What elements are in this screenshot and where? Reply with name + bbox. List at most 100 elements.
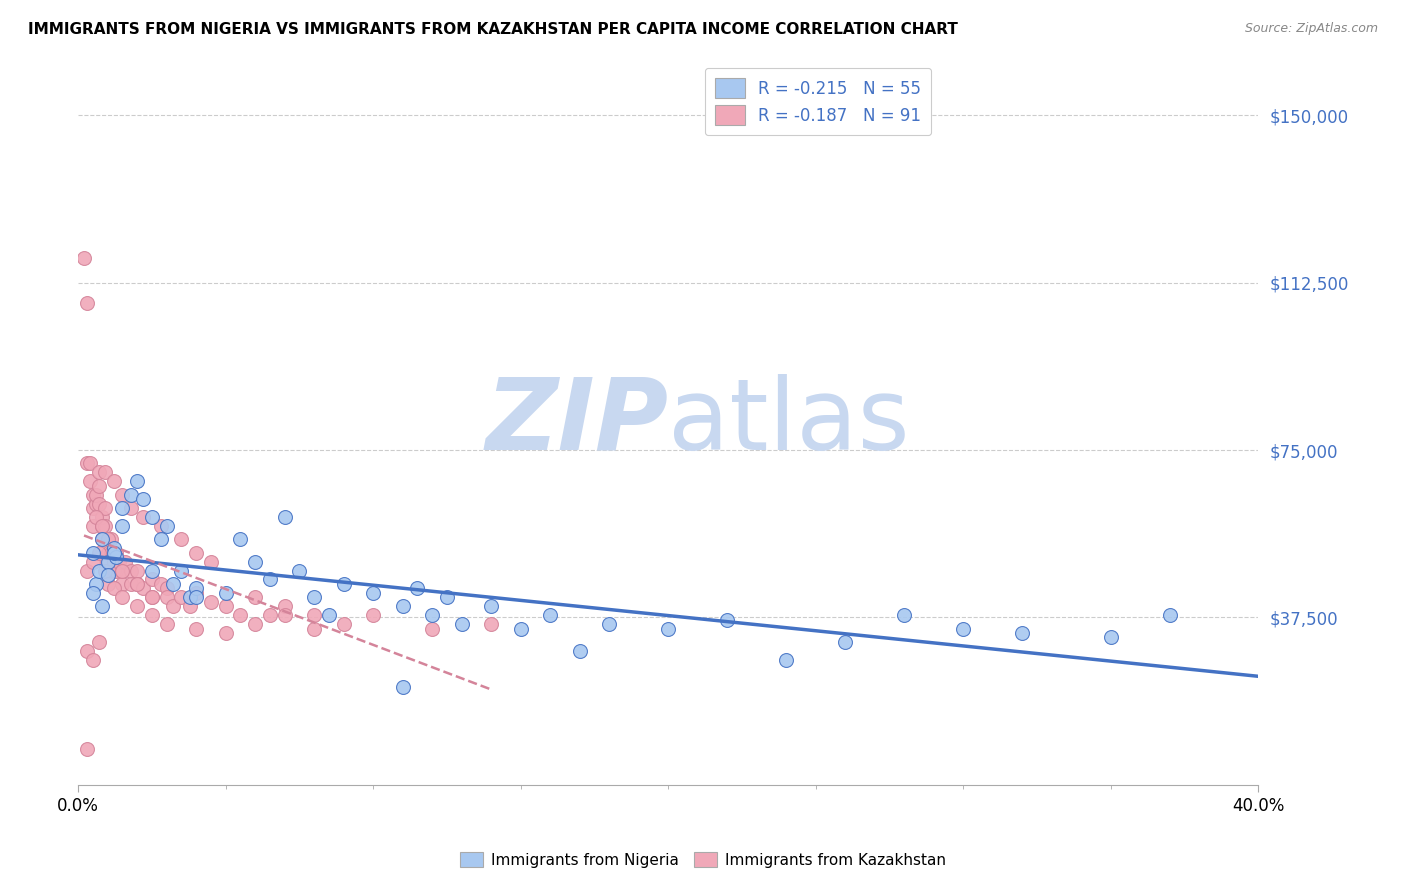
Point <box>893 608 915 623</box>
Point <box>302 608 325 623</box>
Point <box>273 608 295 623</box>
Point <box>259 573 281 587</box>
Text: IMMIGRANTS FROM NIGERIA VS IMMIGRANTS FROM KAZAKHSTAN PER CAPITA INCOME CORRELAT: IMMIGRANTS FROM NIGERIA VS IMMIGRANTS FR… <box>28 22 957 37</box>
Point <box>87 564 110 578</box>
Point <box>450 617 472 632</box>
Point <box>127 577 149 591</box>
Point <box>332 577 354 591</box>
Point <box>141 591 163 605</box>
Point <box>127 599 149 614</box>
Point <box>93 519 115 533</box>
Point <box>186 591 208 605</box>
Point <box>84 488 107 502</box>
Point <box>538 608 561 623</box>
Point <box>97 555 120 569</box>
Point <box>103 475 125 489</box>
Point <box>186 582 208 596</box>
Point <box>436 591 458 605</box>
Point <box>82 519 104 533</box>
Point <box>97 577 120 591</box>
Point <box>90 519 112 533</box>
Point <box>103 564 125 578</box>
Point <box>214 586 236 600</box>
Point <box>288 564 311 578</box>
Point <box>568 644 591 658</box>
Point <box>132 492 155 507</box>
Point <box>598 617 620 632</box>
Point <box>111 519 134 533</box>
Point <box>273 510 295 524</box>
Point <box>105 546 128 560</box>
Point <box>302 591 325 605</box>
Point <box>149 519 172 533</box>
Point <box>391 599 413 614</box>
Point <box>111 591 134 605</box>
Point <box>243 617 266 632</box>
Point <box>111 501 134 516</box>
Point <box>105 550 128 565</box>
Point <box>90 599 112 614</box>
Text: ZIP: ZIP <box>485 374 668 471</box>
Point <box>82 653 104 667</box>
Point <box>87 497 110 511</box>
Point <box>162 599 184 614</box>
Legend: Immigrants from Nigeria, Immigrants from Kazakhstan: Immigrants from Nigeria, Immigrants from… <box>453 844 953 875</box>
Point <box>120 577 142 591</box>
Point <box>141 573 163 587</box>
Point <box>149 577 172 591</box>
Point <box>93 466 115 480</box>
Point <box>1099 631 1122 645</box>
Point <box>156 519 179 533</box>
Point <box>105 564 128 578</box>
Point <box>76 644 98 658</box>
Point <box>657 622 679 636</box>
Point <box>73 251 96 265</box>
Point <box>103 582 125 596</box>
Point <box>84 510 107 524</box>
Point <box>127 577 149 591</box>
Point <box>141 510 163 524</box>
Point <box>111 488 134 502</box>
Point <box>229 608 252 623</box>
Point <box>82 555 104 569</box>
Point <box>76 457 98 471</box>
Point <box>111 577 134 591</box>
Point <box>479 599 502 614</box>
Point <box>120 501 142 516</box>
Point <box>200 595 222 609</box>
Point <box>114 555 136 569</box>
Point <box>87 479 110 493</box>
Point <box>186 586 208 600</box>
Point <box>111 564 134 578</box>
Point <box>84 497 107 511</box>
Point <box>97 533 120 547</box>
Point <box>479 617 502 632</box>
Point <box>361 608 384 623</box>
Point <box>132 510 155 524</box>
Point <box>141 564 163 578</box>
Point <box>420 622 443 636</box>
Point <box>93 501 115 516</box>
Point <box>156 617 179 632</box>
Point <box>79 457 101 471</box>
Point <box>127 564 149 578</box>
Point <box>259 608 281 623</box>
Point <box>1011 626 1033 640</box>
Point <box>179 599 201 614</box>
Point <box>361 586 384 600</box>
Point <box>132 582 155 596</box>
Point <box>391 680 413 694</box>
Point <box>141 591 163 605</box>
Point <box>90 533 112 547</box>
Point <box>120 564 142 578</box>
Point <box>162 577 184 591</box>
Point <box>141 608 163 623</box>
Point <box>76 742 98 756</box>
Point <box>229 533 252 547</box>
Point <box>775 653 797 667</box>
Point <box>420 608 443 623</box>
Point <box>87 635 110 649</box>
Point <box>156 591 179 605</box>
Point <box>90 519 112 533</box>
Point <box>214 626 236 640</box>
